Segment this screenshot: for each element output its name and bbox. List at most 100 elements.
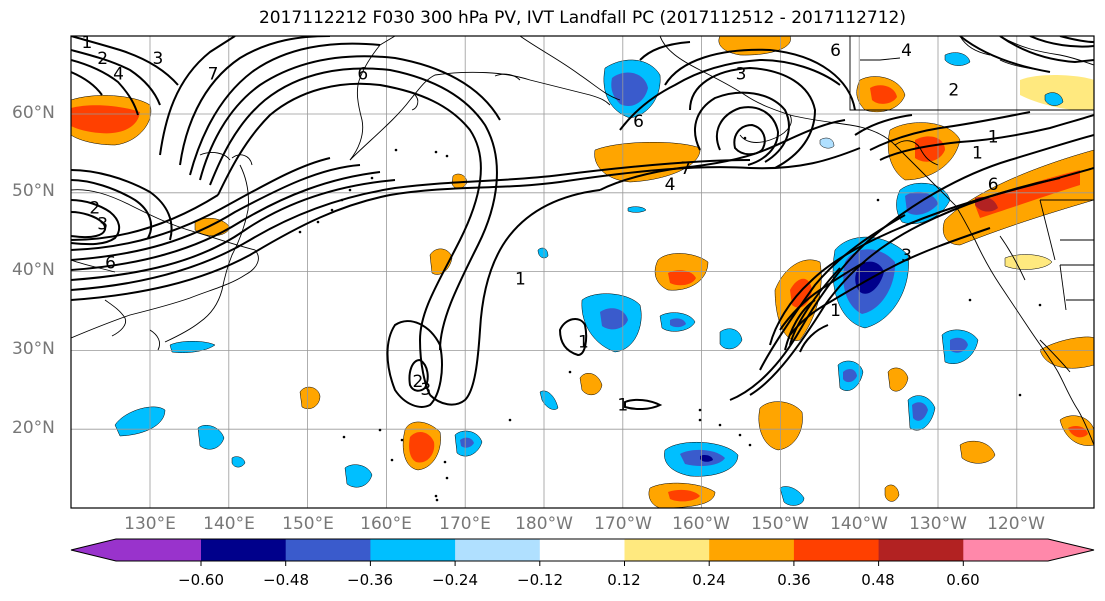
contour-label: 1 bbox=[82, 33, 93, 53]
island-dot bbox=[568, 370, 572, 374]
contour-label: 4 bbox=[113, 65, 124, 85]
island-dot bbox=[1018, 393, 1022, 397]
contour-label: 4 bbox=[665, 175, 676, 195]
pv-shading bbox=[71, 36, 1094, 508]
lon-label-130w: 130°W bbox=[909, 514, 967, 534]
island-dot bbox=[434, 494, 438, 498]
island-dot bbox=[508, 418, 512, 422]
contour-label: 1 bbox=[988, 128, 999, 148]
colorbar-segment bbox=[963, 539, 1049, 561]
colorbar-segment bbox=[878, 539, 964, 561]
island-dot bbox=[400, 438, 404, 442]
contour-label: 7 bbox=[680, 159, 691, 179]
contour-label: 2 bbox=[89, 199, 100, 219]
contour-label: 2 bbox=[97, 49, 108, 69]
contour-label: 1 bbox=[972, 143, 983, 163]
contour-label: 3 bbox=[97, 214, 108, 234]
lat-label-40n: 40°N bbox=[12, 260, 55, 280]
lat-label-60n: 60°N bbox=[12, 103, 55, 123]
lat-label-30n: 30°N bbox=[12, 339, 55, 359]
colorbar-tick-label: 0.24 bbox=[692, 571, 726, 589]
island-dot bbox=[434, 150, 438, 154]
island-dot bbox=[968, 298, 972, 302]
island-dot bbox=[443, 460, 447, 464]
lon-label-160w: 160°W bbox=[672, 514, 730, 534]
colorbar-tick-label: −0.48 bbox=[263, 571, 309, 589]
island-dot bbox=[743, 136, 747, 140]
colorbar-outline bbox=[70, 538, 1095, 562]
contour-label: 6 bbox=[633, 112, 644, 132]
colorbar-tick-label: 0.12 bbox=[607, 571, 641, 589]
island-dot bbox=[435, 498, 439, 502]
contour-label: 2 bbox=[413, 372, 424, 392]
contour-label: 6 bbox=[357, 65, 368, 85]
contour-label: 3 bbox=[901, 246, 912, 266]
colorbar-segment bbox=[370, 539, 456, 561]
contour-label: 3 bbox=[736, 65, 747, 85]
island-dot bbox=[718, 423, 722, 427]
colorbar-tick-label: −0.60 bbox=[178, 571, 224, 589]
contour-label: 2 bbox=[948, 80, 959, 100]
colorbar-segment bbox=[624, 539, 710, 561]
coastlines bbox=[71, 36, 1094, 505]
contour-label: 1 bbox=[830, 301, 841, 321]
island-dot bbox=[330, 208, 334, 212]
lon-label-130e: 130°E bbox=[124, 514, 176, 534]
colorbar-tick-label: −0.12 bbox=[517, 571, 563, 589]
colorbar-segment bbox=[539, 539, 625, 561]
lon-label-120w: 120°W bbox=[987, 514, 1045, 534]
colorbar-tick-label: −0.24 bbox=[432, 571, 478, 589]
island-dot bbox=[748, 443, 752, 447]
contour-label: 1 bbox=[515, 269, 526, 289]
lat-label-20n: 20°N bbox=[12, 418, 55, 438]
map-frame bbox=[70, 35, 1095, 509]
contour-label: 3 bbox=[152, 49, 163, 69]
island-dot bbox=[390, 458, 394, 462]
colorbar-segment bbox=[709, 539, 795, 561]
island-dot bbox=[378, 428, 382, 432]
pv-contours bbox=[71, 36, 1094, 411]
lon-label-170w: 170°W bbox=[594, 514, 652, 534]
map-title: 2017112212 F030 300 hPa PV, IVT Landfall… bbox=[258, 8, 906, 28]
contour-label: 6 bbox=[105, 254, 116, 274]
lon-label-150w: 150°W bbox=[751, 514, 809, 534]
island-dot bbox=[370, 176, 374, 180]
lon-label-150e: 150°E bbox=[282, 514, 334, 534]
lon-label-140w: 140°W bbox=[830, 514, 888, 534]
colorbar-tick-label: −0.36 bbox=[347, 571, 393, 589]
colorbar-tick-label: 0.36 bbox=[777, 571, 811, 589]
colorbar-segment bbox=[201, 539, 287, 561]
contour-label: 6 bbox=[830, 41, 841, 61]
colorbar-segment bbox=[285, 539, 371, 561]
islands bbox=[298, 136, 1042, 502]
colorbar-segment bbox=[455, 539, 541, 561]
lon-label-160e: 160°E bbox=[360, 514, 412, 534]
contour-label: 1 bbox=[578, 333, 589, 353]
island-dot bbox=[394, 148, 398, 152]
contour-label: 3 bbox=[420, 380, 431, 400]
colorbar-tick-label: 0.48 bbox=[861, 571, 895, 589]
lon-label-170e: 170°E bbox=[439, 514, 491, 534]
colorbar-segment bbox=[116, 539, 202, 561]
island-dot bbox=[445, 476, 449, 480]
lon-label-180w: 180°W bbox=[515, 514, 573, 534]
island-dot bbox=[348, 188, 352, 192]
contour-label: 6 bbox=[988, 175, 999, 195]
island-dot bbox=[342, 435, 346, 439]
contour-label: 7 bbox=[208, 65, 219, 85]
island-dot bbox=[876, 198, 880, 202]
colorbar-tick-label: 0.60 bbox=[946, 571, 980, 589]
graticule bbox=[71, 36, 1094, 508]
contour-label: 1 bbox=[617, 396, 628, 416]
colorbar-segment bbox=[793, 539, 880, 561]
lat-label-50n: 50°N bbox=[12, 181, 55, 201]
colorbar-extend-low bbox=[71, 539, 116, 561]
island-dot bbox=[445, 154, 449, 158]
contour-label: 4 bbox=[901, 41, 912, 61]
island-dot bbox=[1038, 303, 1042, 307]
colorbar-extend-high bbox=[1048, 539, 1094, 561]
island-dot bbox=[316, 220, 320, 224]
